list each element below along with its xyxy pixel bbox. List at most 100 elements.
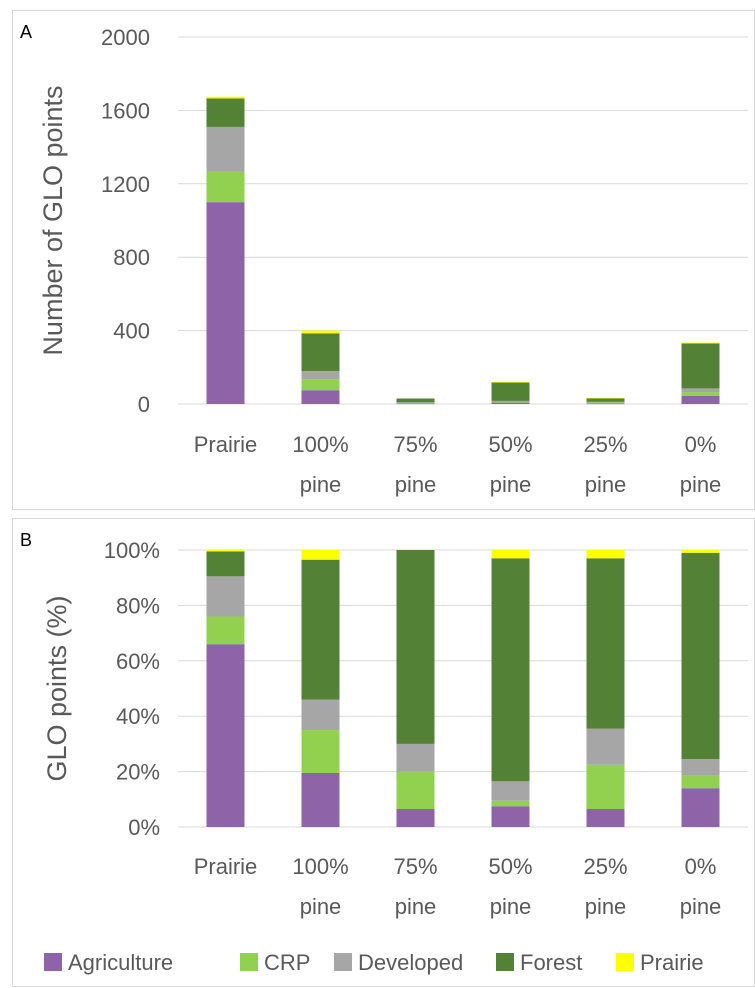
- x-tick-label: pine: [395, 472, 437, 497]
- x-tick-label: 25%: [583, 432, 627, 457]
- bar-segment-developed: [396, 402, 435, 403]
- bar-segment-forest: [206, 98, 245, 127]
- bar-segment-crp: [586, 402, 625, 404]
- bar-segment-prairie: [206, 550, 245, 552]
- y-tick-label: 60%: [116, 649, 160, 674]
- bar-segment-prairie: [681, 342, 720, 344]
- legend-label: Forest: [520, 950, 582, 975]
- bar-segment-prairie: [681, 550, 720, 553]
- y-tick-label: 2000: [101, 25, 150, 50]
- legend-label: CRP: [264, 950, 310, 975]
- bar-segment-developed: [681, 759, 720, 776]
- bar-segment-forest: [301, 333, 340, 371]
- x-tick-label: 100%: [292, 432, 348, 457]
- x-tick-label: pine: [585, 472, 627, 497]
- bar-segment-forest: [491, 382, 530, 401]
- x-tick-label: pine: [490, 472, 532, 497]
- bar-segment-developed: [586, 728, 625, 765]
- panel-b-chart: 0% 20% 40% 60% 80% 100% GLO points (%) Prairie 1…: [42, 538, 748, 919]
- bar-segment-agriculture: [301, 772, 340, 827]
- x-tick-label: 75%: [393, 854, 437, 879]
- legend-swatch-forest: [496, 953, 514, 971]
- y-tick-label: 20%: [116, 760, 160, 785]
- bar-segment-crp: [491, 800, 530, 807]
- x-tick-label: 50%: [488, 432, 532, 457]
- bar-segment-developed: [301, 370, 340, 380]
- bar-segment-agriculture: [206, 202, 245, 404]
- x-tick-label: Prairie: [194, 432, 258, 457]
- x-tick-label: pine: [490, 894, 532, 919]
- y-tick-label: 1200: [101, 172, 150, 197]
- y-tick-label: 0%: [128, 815, 160, 840]
- bar-segment-crp: [396, 771, 435, 809]
- x-tick-label: pine: [300, 472, 342, 497]
- bar-segment-crp: [681, 775, 720, 789]
- bar-segment-agriculture: [491, 806, 530, 827]
- legend-label: Agriculture: [68, 950, 173, 975]
- bar-segment-developed: [681, 388, 720, 393]
- y-tick-label: 40%: [116, 704, 160, 729]
- bar-segment-developed: [491, 400, 530, 403]
- bar-segment-agriculture: [586, 403, 625, 405]
- bar-segment-agriculture: [681, 395, 720, 404]
- y-tick-label: 0: [138, 392, 150, 417]
- y-tick-label: 800: [113, 245, 150, 270]
- bar-segment-agriculture: [301, 390, 340, 404]
- bar-segment-crp: [491, 402, 530, 403]
- legend: Agriculture CRP Developed Forest Prairie: [44, 950, 704, 975]
- x-tick-label: pine: [395, 894, 437, 919]
- bar-segment-prairie: [301, 330, 340, 334]
- x-tick-label: 0%: [685, 854, 717, 879]
- y-axis-title: GLO points (%): [42, 595, 72, 781]
- bar-segment-crp: [301, 730, 340, 773]
- y-tick-label: 1600: [101, 98, 150, 123]
- bar-segment-developed: [491, 781, 530, 801]
- x-tick-label: pine: [300, 894, 342, 919]
- bar-segment-developed: [301, 699, 340, 731]
- panel-b-label: B: [20, 530, 32, 550]
- bar-segment-agriculture: [396, 808, 435, 827]
- bar-segment-forest: [681, 343, 720, 389]
- x-tick-label: pine: [680, 894, 722, 919]
- bar-segment-developed: [396, 743, 435, 772]
- y-tick-label: 400: [113, 319, 150, 344]
- bar-segment-prairie: [301, 550, 340, 560]
- bar-segment-crp: [681, 392, 720, 396]
- bar-segment-forest: [206, 551, 245, 577]
- panel-a-frame: [12, 10, 755, 510]
- bar-segment-prairie: [206, 96, 245, 99]
- legend-swatch-agriculture: [44, 953, 62, 971]
- x-tick-label: 50%: [488, 854, 532, 879]
- legend-label: Prairie: [640, 950, 704, 975]
- x-tick-label: Prairie: [194, 854, 258, 879]
- bar-segment-forest: [586, 398, 625, 402]
- panel-a-chart: 0 400 800 1200 1600 2000 Number of GLO points P…: [38, 25, 748, 497]
- y-axis-title: Number of GLO points: [38, 85, 68, 355]
- legend-label: Developed: [358, 950, 463, 975]
- bar-segment-crp: [206, 616, 245, 645]
- bar-segment-prairie: [586, 397, 625, 399]
- bar-segment-developed: [206, 126, 245, 172]
- bar-segment-agriculture: [206, 644, 245, 827]
- bar-segment-forest: [586, 558, 625, 729]
- bar-segment-crp: [301, 379, 340, 391]
- legend-swatch-crp: [240, 953, 258, 971]
- y-tick-label: 80%: [116, 593, 160, 618]
- bar-segment-crp: [586, 764, 625, 809]
- legend-swatch-developed: [334, 953, 352, 971]
- x-tick-label: pine: [680, 472, 722, 497]
- bar-segment-developed: [206, 576, 245, 617]
- x-tick-label: pine: [585, 894, 627, 919]
- y-tick-label: 100%: [104, 538, 160, 563]
- bar-segment-prairie: [491, 550, 530, 559]
- x-tick-label: 25%: [583, 854, 627, 879]
- bar-segment-forest: [396, 398, 435, 403]
- bar-segment-prairie: [586, 550, 625, 559]
- bar-segment-agriculture: [586, 808, 625, 827]
- x-tick-label: 75%: [393, 432, 437, 457]
- bar-segment-prairie: [491, 381, 530, 383]
- bar-segment-agriculture: [491, 402, 530, 404]
- bar-segment-forest: [301, 559, 340, 700]
- bar-segment-forest: [681, 552, 720, 760]
- panel-a-label: A: [20, 22, 32, 42]
